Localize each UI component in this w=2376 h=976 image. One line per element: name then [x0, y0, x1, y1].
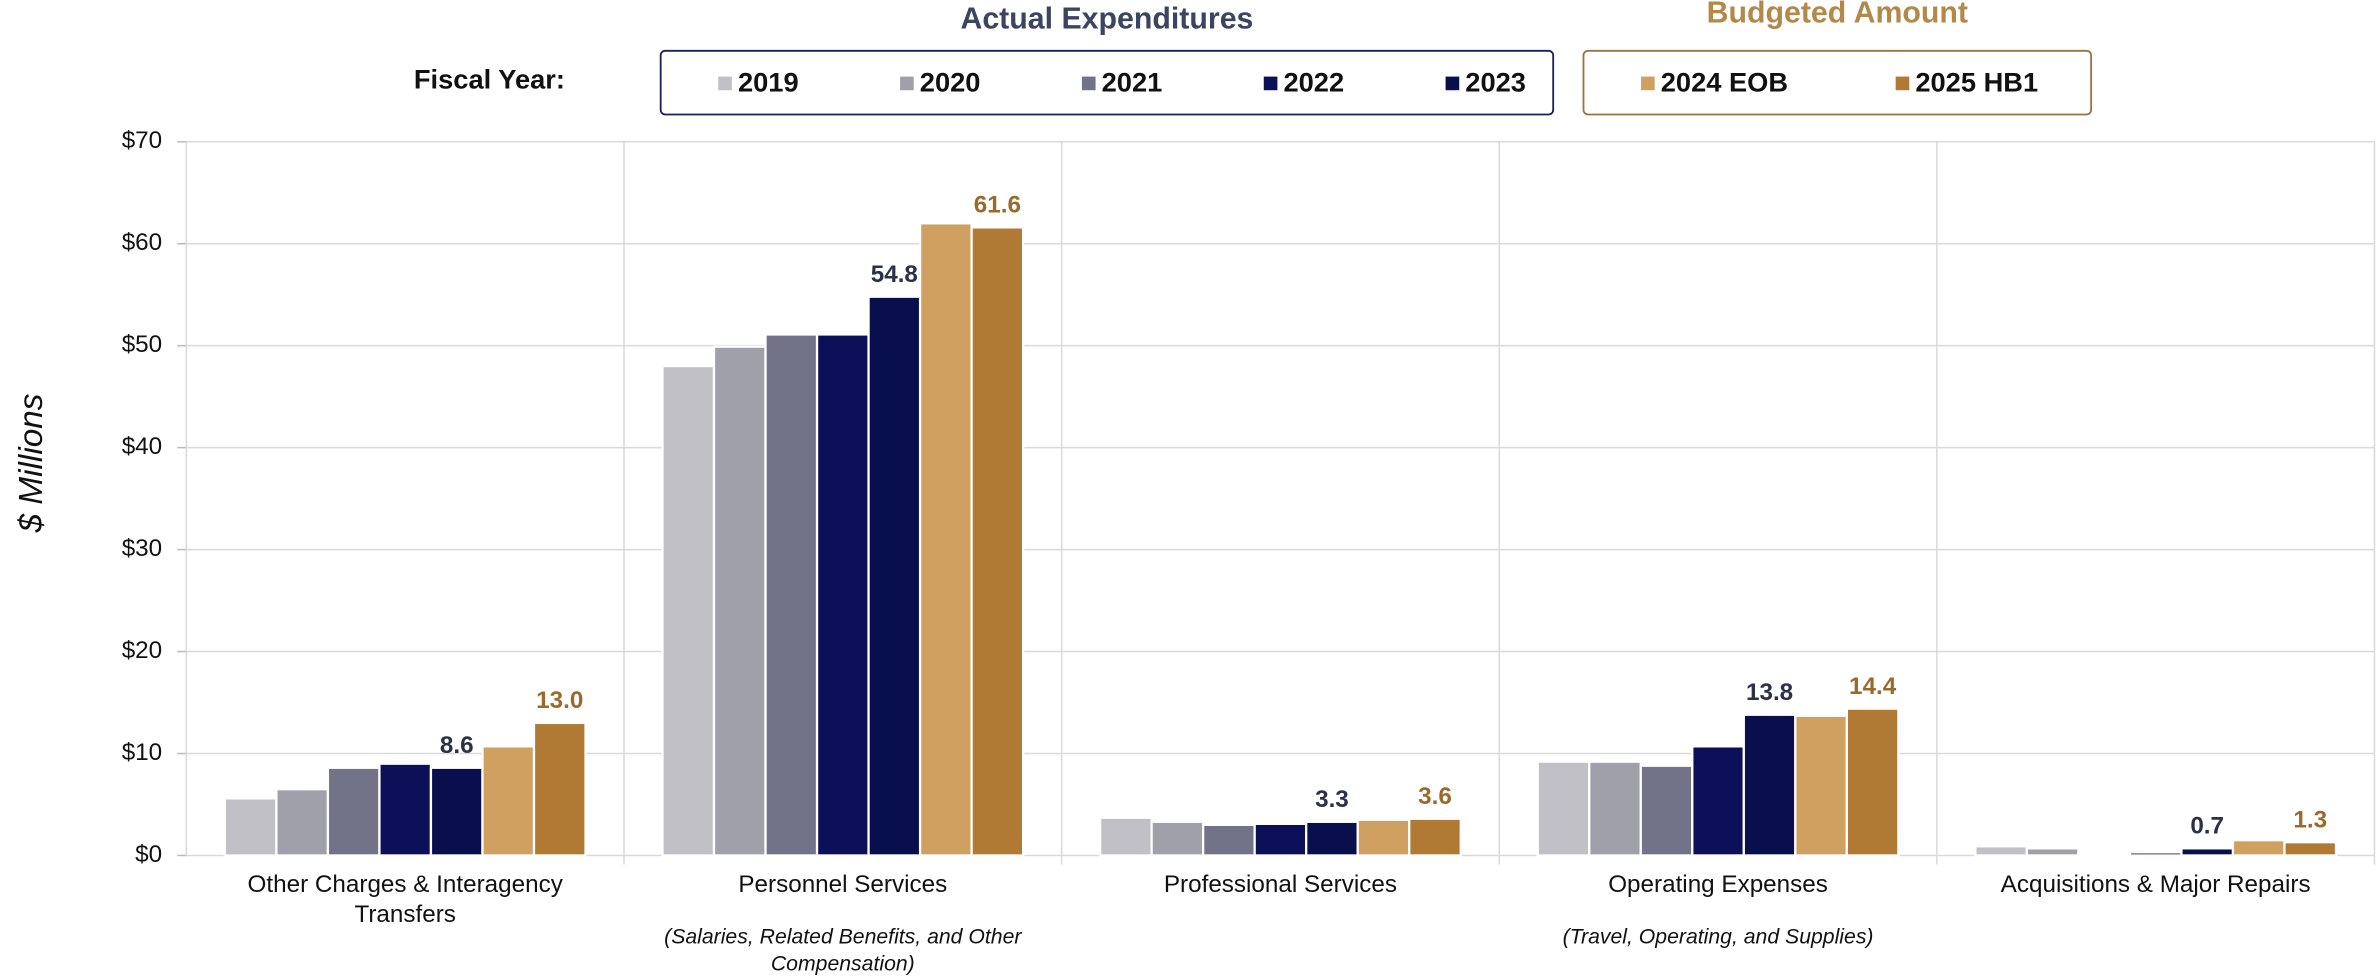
data-label: 3.6	[1418, 783, 1452, 810]
y-tick-label: $10	[122, 739, 162, 766]
bar	[970, 226, 1025, 857]
category-note: (Salaries, Related Benefits, and Other C…	[664, 923, 1022, 976]
bar	[1536, 760, 1591, 857]
y-tick-label: $50	[122, 331, 162, 358]
legend-label: Fiscal Year:	[414, 63, 565, 94]
bar	[532, 721, 587, 857]
legend-label: 2025 HB1	[1915, 66, 2038, 97]
bar	[918, 222, 973, 857]
category-label-box: Personnel Services	[738, 872, 948, 898]
legend-group-title: Actual Expenditures	[960, 3, 1253, 36]
bar	[1098, 816, 1153, 857]
category-note-box: (Travel, Operating, and Supplies)	[1562, 923, 1874, 948]
y-tick-label: $20	[122, 637, 162, 664]
legend-swatch	[1641, 76, 1655, 91]
data-label: 1.3	[2293, 806, 2327, 833]
legend-swatch	[1445, 76, 1460, 91]
bar	[2077, 852, 2132, 857]
bar	[1202, 823, 1256, 857]
bar	[764, 333, 819, 857]
category-note: (Travel, Operating, and Supplies)	[1562, 923, 1874, 948]
bar	[1408, 817, 1462, 857]
category-label-box: Other Charges & Interagency Transfers	[247, 872, 563, 929]
bar	[1794, 714, 1848, 857]
x-tick-label: Operating Expenses	[1608, 872, 1828, 898]
data-label: 13.0	[536, 687, 583, 714]
bar	[2231, 839, 2286, 857]
data-label: 61.6	[974, 192, 1021, 219]
legend-swatch	[1895, 76, 1910, 91]
bar	[275, 788, 330, 857]
bar	[712, 345, 767, 857]
legend-swatch	[900, 76, 914, 91]
bar	[815, 333, 870, 857]
x-tick-label: Acquisitions & Major Repairs	[2000, 872, 2311, 898]
legend-label: 2022	[1283, 66, 1344, 97]
category-note-box: (Salaries, Related Benefits, and Other C…	[664, 923, 1022, 976]
bar	[1742, 713, 1797, 857]
x-tick-label: Other Charges & Interagency Transfers	[247, 872, 563, 929]
bar	[1150, 820, 1205, 857]
bar	[429, 766, 484, 857]
bar	[661, 364, 716, 857]
legend-swatch	[718, 76, 732, 91]
bar	[1356, 818, 1411, 857]
bar	[223, 797, 278, 857]
y-tick-label: $40	[122, 433, 162, 460]
data-label: 14.4	[1849, 673, 1897, 700]
bar	[326, 766, 381, 857]
data-label: 0.7	[2190, 813, 2224, 840]
y-tick-label: $60	[122, 229, 162, 256]
bar	[1588, 760, 1642, 857]
category-label-box: Acquisitions & Major Repairs	[2000, 872, 2311, 898]
y-tick-label: $70	[122, 127, 162, 154]
y-tick-label: $0	[135, 841, 162, 868]
category-label-box: Professional Services	[1163, 872, 1397, 898]
y-tick-label: $30	[122, 535, 162, 562]
bar	[378, 762, 433, 857]
bar	[1253, 822, 1308, 857]
bar	[1974, 845, 2029, 857]
legend-label: 2019	[738, 66, 799, 97]
data-label: 54.8	[871, 261, 918, 288]
bar	[1305, 820, 1359, 857]
bar	[2025, 847, 2080, 857]
legend-label: 2023	[1465, 66, 1526, 97]
data-label: 8.6	[440, 732, 474, 759]
legend-group-title: Budgeted Amount	[1707, 0, 1968, 29]
data-label: 3.3	[1315, 786, 1349, 813]
legend-box	[659, 49, 1555, 116]
legend-label: 2021	[1102, 66, 1163, 97]
bar	[2128, 851, 2183, 857]
data-label: 13.8	[1746, 679, 1793, 706]
bar	[1845, 707, 1900, 857]
y-axis-label: $ Millions	[13, 394, 50, 534]
bar	[867, 295, 922, 857]
bar	[481, 745, 536, 857]
category-label-box: Operating Expenses	[1608, 872, 1828, 898]
bar	[2180, 847, 2235, 857]
bar	[1691, 745, 1745, 857]
x-tick-label: Professional Services	[1163, 872, 1397, 898]
bar	[1639, 764, 1694, 857]
legend-swatch	[1263, 76, 1278, 91]
bar	[2283, 841, 2338, 857]
legend-label: 2020	[920, 66, 981, 97]
x-tick-label: Personnel Services	[738, 872, 948, 898]
legend-label: 2024 EOB	[1661, 66, 1788, 97]
legend-swatch	[1081, 76, 1096, 91]
legend-box	[1582, 49, 2093, 116]
